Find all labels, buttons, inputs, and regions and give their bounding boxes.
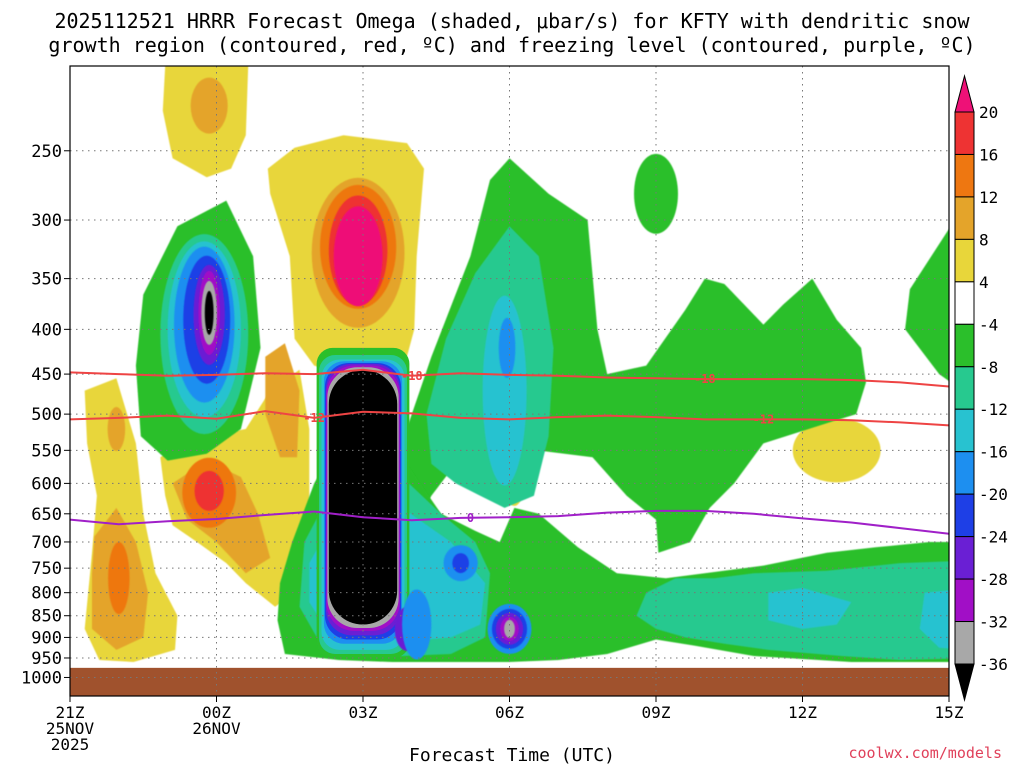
- colorbar-swatch: [954, 196, 975, 240]
- colorbar-label: 16: [979, 145, 998, 164]
- colorbar-label: 4: [979, 273, 989, 292]
- omega-region-n20: [402, 589, 432, 660]
- omega-region-n20: [498, 317, 516, 378]
- colorbar-swatch: [954, 408, 975, 453]
- colorbar-swatch: [954, 153, 975, 198]
- x-tick-label: 00Z: [202, 703, 231, 722]
- y-tick-label: 250: [31, 142, 62, 162]
- contour-label: -18: [401, 369, 423, 383]
- x-axis-title: Forecast Time (UTC): [409, 745, 615, 766]
- omega-region-n36: [504, 619, 515, 638]
- y-tick-label: 350: [31, 270, 62, 290]
- colorbar-swatch: [954, 111, 975, 155]
- x-tick-label: 2025: [51, 735, 90, 754]
- colorbar-swatch: [954, 323, 975, 368]
- colorbar-swatch: [954, 578, 975, 623]
- x-tick-label: 25NOV: [46, 719, 95, 738]
- colorbar-label: -20: [979, 485, 1008, 504]
- omega-region-lt36: [204, 290, 214, 335]
- chart-title-line-2: growth region (contoured, red, ºC) and f…: [48, 33, 976, 57]
- colorbar-label: -8: [979, 358, 998, 377]
- contour-label: 0: [467, 511, 474, 525]
- y-tick-label: 950: [31, 649, 62, 669]
- colorbar-swatch: [954, 238, 975, 283]
- contour-line-0: [70, 509, 949, 535]
- colorbar-swatch: [954, 663, 975, 702]
- omega-region-p8: [190, 77, 228, 134]
- contour-label: -12: [303, 411, 325, 425]
- colorbar-swatch: [954, 451, 975, 495]
- colorbar-label: -32: [979, 613, 1008, 632]
- colorbar-label: -16: [979, 443, 1008, 462]
- colorbar-label: -4: [979, 315, 998, 334]
- colorbar-swatch: [954, 621, 975, 665]
- grid-lines: [70, 66, 949, 696]
- omega-region-p4: [792, 418, 881, 483]
- colorbar-swatch: [954, 536, 975, 580]
- colorbar-swatch: [954, 366, 975, 410]
- y-axis: 2503003504004505005506006507007508008509…: [21, 142, 70, 688]
- colorbar-swatch: [954, 493, 975, 538]
- y-tick-label: 500: [31, 405, 62, 425]
- y-tick-label: 650: [31, 505, 62, 525]
- x-tick-label: 03Z: [349, 703, 378, 722]
- y-tick-label: 550: [31, 441, 62, 461]
- y-tick-label: 400: [31, 320, 62, 340]
- omega-colorbar: 20 16 12 8 4 -4 -8 -12 -16 -20 -24 -28 -32 -36: [954, 74, 1008, 702]
- y-tick-label: 900: [31, 628, 62, 648]
- x-tick-label: 21Z: [56, 703, 85, 722]
- colorbar-label: -36: [979, 655, 1008, 674]
- omega-region-n8: [634, 153, 678, 234]
- omega-region-n24: [452, 553, 469, 574]
- contour-line--12: [70, 410, 949, 427]
- colorbar-swatch: [954, 281, 975, 325]
- colorbar-label: -24: [979, 528, 1008, 547]
- y-tick-label: 450: [31, 365, 62, 385]
- colorbar-label: -12: [979, 400, 1008, 419]
- x-tick-label: 09Z: [642, 703, 671, 722]
- x-tick-label: 12Z: [788, 703, 817, 722]
- contour-line--18: [70, 368, 949, 388]
- omega-region-lt36: [328, 369, 398, 625]
- x-tick-label: 15Z: [935, 703, 964, 722]
- omega-region-p20: [333, 206, 383, 307]
- omega-region-n16: [768, 587, 852, 629]
- omega-region-p12: [108, 542, 130, 615]
- x-tick-label: 26NOV: [192, 719, 241, 738]
- y-tick-label: 850: [31, 607, 62, 627]
- omega-region-p8: [265, 343, 300, 458]
- y-tick-label: 600: [31, 474, 62, 494]
- y-tick-label: 700: [31, 533, 62, 553]
- x-tick-label: 06Z: [495, 703, 524, 722]
- colorbar-label: 8: [979, 230, 989, 249]
- contour-label: -18: [694, 372, 716, 386]
- contour-label: -12: [753, 412, 775, 426]
- omega-region-n16: [919, 590, 949, 649]
- contour-lines: -18 -18 -12 -12 0: [70, 368, 949, 535]
- colorbar-label: 20: [979, 103, 998, 122]
- y-tick-label: 300: [31, 211, 62, 231]
- omega-region-n16: [482, 295, 527, 486]
- omega-region-n8: [905, 228, 949, 382]
- omega-field: [70, 66, 949, 696]
- colorbar-label: 12: [979, 188, 998, 207]
- y-tick-label: 1000: [21, 668, 62, 688]
- chart-title-line-1: 2025112521 HRRR Forecast Omega (shaded, …: [54, 9, 970, 33]
- omega-region-p8: [107, 407, 126, 452]
- colorbar-swatch: [954, 74, 975, 113]
- colorbar-label: -28: [979, 570, 1008, 589]
- site-watermark: coolwx.com/models: [848, 744, 1002, 762]
- y-tick-label: 800: [31, 584, 62, 604]
- omega-region-p16: [194, 470, 224, 511]
- y-tick-label: 750: [31, 559, 62, 579]
